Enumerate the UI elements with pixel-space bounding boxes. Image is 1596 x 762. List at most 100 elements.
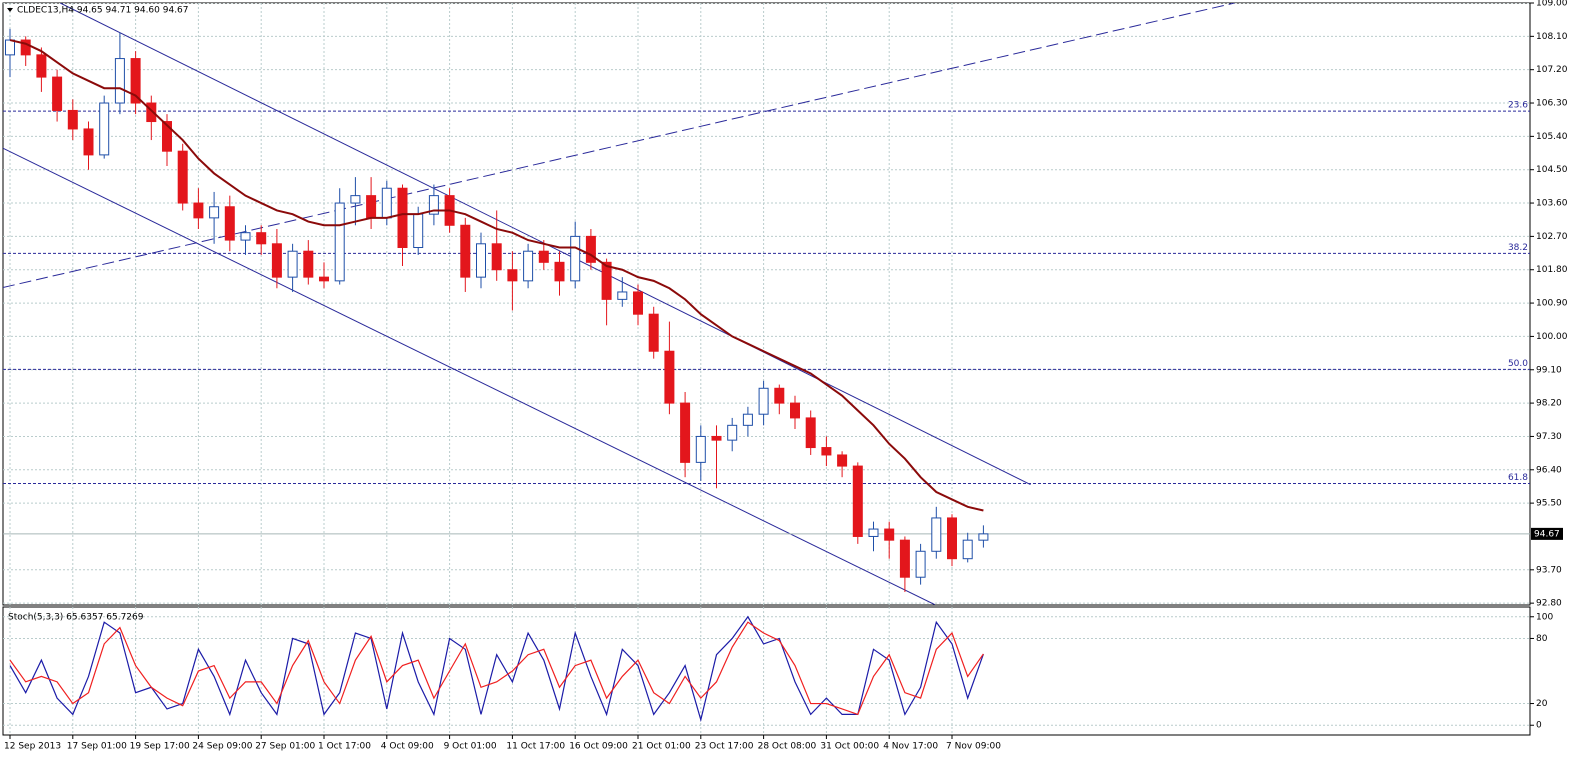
last-price-box: [1531, 527, 1563, 540]
y-tick-label: 20: [1536, 699, 1548, 709]
x-tick-label: 24 Sep 09:00: [192, 742, 252, 752]
axes: 92.80 93.70 95.50 96.40 97.30 98.20 99.10 100.0…: [4, 0, 1568, 752]
candle-body: [852, 465, 863, 537]
candle-body: [413, 213, 424, 249]
x-tick-label: 7 Nov 09:00: [946, 742, 1001, 752]
candle-body: [114, 58, 125, 104]
candle-body: [538, 250, 549, 263]
y-tick-label: 104.50: [1536, 165, 1568, 175]
y-tick-label: 98.20: [1536, 399, 1562, 409]
candle-body: [83, 128, 94, 156]
candle-body: [868, 528, 879, 537]
candle-body: [209, 206, 220, 219]
candle-body: [397, 187, 408, 249]
candle-body: [978, 533, 989, 541]
chart-title: CLDEC13,H4 94.65 94.71 94.60 94.67: [17, 6, 189, 16]
candle-body: [256, 232, 267, 245]
candle-body: [884, 528, 895, 541]
candle-body: [303, 250, 314, 278]
x-tick-label: 28 Oct 08:00: [758, 742, 817, 752]
candle-body: [790, 402, 800, 419]
candle-body: [648, 313, 659, 352]
candle-body: [585, 235, 596, 263]
candle-body: [617, 291, 628, 300]
candle-body: [193, 202, 204, 219]
menu-triangle: [7, 8, 13, 12]
candle-body: [146, 102, 157, 123]
candle-body: [491, 243, 502, 271]
x-tick-label: 4 Nov 17:00: [883, 742, 938, 752]
candle-body: [742, 413, 753, 426]
y-tick-label: 109.00: [1536, 0, 1568, 9]
stoch-panel: [2, 606, 1531, 736]
x-tick-label: 16 Oct 09:00: [569, 742, 628, 752]
level-label: 38.2: [1508, 243, 1528, 253]
level-label: 23.6: [1508, 101, 1528, 111]
main-plot: 23.6 38.2 50.0 61.8: [3, 3, 1530, 605]
x-tick-label: 21 Oct 01:00: [632, 742, 691, 752]
x-tick-label: 4 Oct 09:00: [381, 742, 434, 752]
candle-body: [664, 350, 675, 404]
candle-body: [680, 402, 691, 463]
y-tick-label: 97.30: [1536, 432, 1562, 442]
candle-body: [5, 39, 15, 56]
candle-body: [319, 276, 329, 282]
candle-body: [947, 517, 957, 560]
y-tick-label: 80: [1536, 634, 1548, 644]
x-tick-label: 19 Sep 17:00: [130, 742, 190, 752]
trendline: [3, 3, 1235, 289]
candle-body: [931, 517, 942, 552]
candle-body: [601, 261, 612, 300]
candle-body: [711, 435, 722, 441]
y-tick-label: 100.90: [1536, 299, 1568, 309]
candle-body: [727, 424, 738, 441]
y-tick-label: 101.80: [1536, 265, 1568, 275]
level-label: 50.0: [1508, 359, 1528, 369]
candle-body: [899, 539, 910, 578]
candle-body: [476, 243, 486, 278]
candle-body: [523, 250, 534, 282]
y-tick-label: 100: [1536, 612, 1553, 622]
candle-body: [162, 121, 172, 152]
x-tick-label: 31 Oct 00:00: [820, 742, 879, 752]
last-price-label: 94.67: [1534, 529, 1560, 539]
y-tick-label: 92.80: [1536, 599, 1562, 609]
y-tick-label: 106.30: [1536, 99, 1568, 109]
candle-body: [507, 269, 518, 282]
candle-body: [570, 235, 581, 282]
candle-body: [271, 243, 282, 278]
candle-body: [837, 454, 848, 467]
level-label: 61.8: [1508, 473, 1528, 483]
x-tick-label: 27 Sep 01:00: [255, 742, 315, 752]
y-tick-label: 102.70: [1536, 232, 1568, 242]
y-tick-label: 93.70: [1536, 565, 1562, 575]
y-tick-label: 103.60: [1536, 199, 1568, 209]
candle-body: [381, 187, 392, 219]
x-tick-label: 23 Oct 17:00: [695, 742, 754, 752]
candle-body: [177, 150, 188, 204]
candle-body: [554, 261, 565, 282]
candle-body: [240, 232, 251, 241]
candle-body: [428, 195, 439, 215]
moving-average: [9, 39, 984, 512]
candle-body: [805, 417, 816, 449]
stoch-line: [9, 621, 984, 716]
y-tick-label: 95.50: [1536, 499, 1562, 509]
y-tick-label: 105.40: [1536, 132, 1568, 142]
y-tick-label: 96.40: [1536, 465, 1562, 475]
x-tick-label: 1 Oct 17:00: [318, 742, 371, 752]
x-tick-label: 11 Oct 17:00: [506, 742, 565, 752]
candle-body: [36, 54, 47, 78]
candle-body: [287, 250, 298, 278]
candle-body: [633, 291, 643, 315]
x-tick-label: 17 Sep 01:00: [67, 742, 127, 752]
stoch-plot: [3, 607, 1530, 735]
y-tick-label: 108.10: [1536, 32, 1568, 42]
y-tick-label: 100.00: [1536, 332, 1568, 342]
y-tick-label: 107.20: [1536, 65, 1568, 75]
candle-body: [130, 58, 141, 104]
candle-body: [821, 447, 832, 456]
candle-body: [99, 102, 110, 156]
candle-body: [350, 195, 361, 204]
